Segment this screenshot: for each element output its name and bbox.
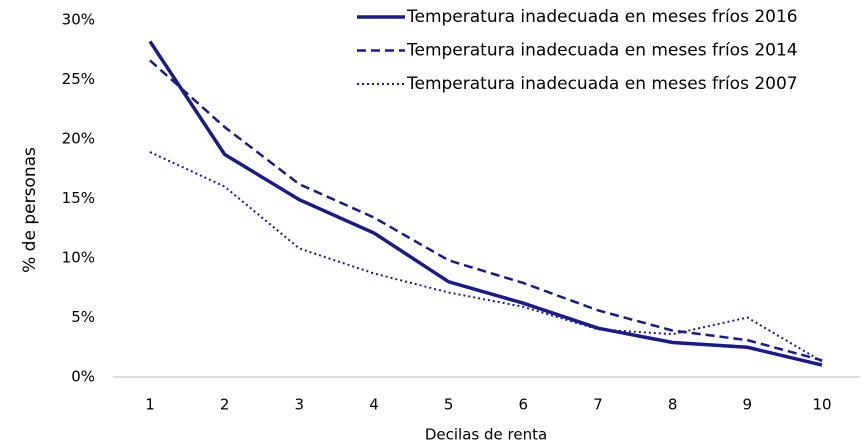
y-tick-label: 20% — [62, 130, 95, 148]
y-tick-label: 10% — [62, 249, 95, 267]
x-tick-label: 6 — [519, 396, 529, 414]
y-tick-label: 5% — [71, 308, 95, 326]
y-axis-label: % de personas — [20, 147, 40, 273]
x-tick-label: 8 — [668, 396, 678, 414]
series-line — [148, 40, 823, 367]
legend-label: Temperatura inadecuada en meses fríos 20… — [406, 74, 798, 94]
x-tick-label: 2 — [220, 396, 230, 414]
legend-label: Temperatura inadecuada en meses fríos 20… — [406, 41, 798, 61]
x-axis-label: Decilas de renta — [425, 426, 547, 444]
x-tick-label: 7 — [593, 396, 603, 414]
x-tick-label: 1 — [145, 396, 155, 414]
y-tick-label: 30% — [62, 11, 95, 29]
legend-label: Temperatura inadecuada en meses fríos 20… — [406, 7, 798, 27]
x-tick-label: 4 — [369, 396, 379, 414]
x-tick-label: 5 — [444, 396, 454, 414]
series-line — [149, 59, 823, 362]
x-tick-label: 10 — [812, 396, 831, 414]
x-tick-label: 3 — [295, 396, 305, 414]
x-tick-label: 9 — [743, 396, 753, 414]
y-tick-label: 0% — [71, 368, 95, 386]
series-line — [149, 151, 823, 363]
y-tick-label: 25% — [62, 70, 95, 88]
y-tick-label: 15% — [62, 189, 95, 207]
